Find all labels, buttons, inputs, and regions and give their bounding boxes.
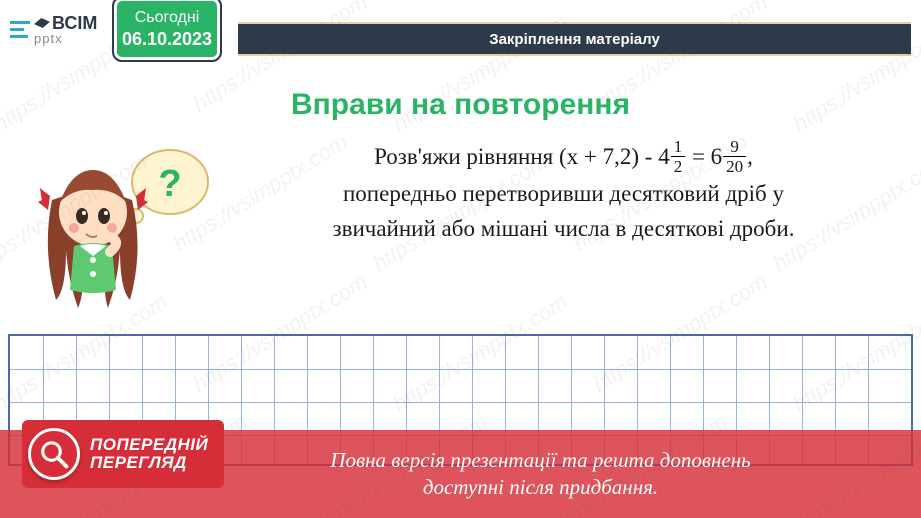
logo: ВСІМ pptx: [10, 14, 97, 45]
title-bar: Закріплення матеріалу: [238, 22, 911, 56]
content-block: ?: [32, 140, 889, 320]
task-line-3: звичайний або мішані числа в десяткові д…: [238, 212, 889, 247]
task-line-2: попередньо перетворивши десятковий дріб …: [238, 177, 889, 212]
preview-badge-text: ПОПЕРЕДНІЙ ПЕРЕГЛЯД: [90, 436, 208, 472]
character-illustration: ?: [32, 140, 222, 320]
date-badge: Сьогодні 06.10.2023: [112, 0, 222, 62]
svg-text:?: ?: [158, 163, 181, 205]
magnifier-icon: [28, 428, 80, 480]
task-line-1: Розв'яжи рівняння (x + 7,2) - 412 = 6920…: [238, 140, 889, 177]
date-label: Сьогодні: [135, 9, 200, 27]
task-text: Розв'яжи рівняння (x + 7,2) - 412 = 6920…: [238, 140, 889, 246]
logo-subtitle: pptx: [34, 32, 97, 45]
preview-badge: ПОПЕРЕДНІЙ ПЕРЕГЛЯД: [22, 420, 224, 488]
logo-title: ВСІМ: [52, 14, 97, 32]
title-bar-text: Закріплення матеріалу: [489, 31, 660, 48]
graduation-cap-icon: [33, 17, 50, 29]
page-heading: Вправи на повторення: [0, 88, 921, 122]
date-value: 06.10.2023: [122, 29, 212, 50]
logo-text: ВСІМ pptx: [34, 14, 97, 45]
header: ВСІМ pptx Сьогодні 06.10.2023 Закріпленн…: [0, 0, 921, 72]
logo-lines-icon: [10, 21, 30, 38]
